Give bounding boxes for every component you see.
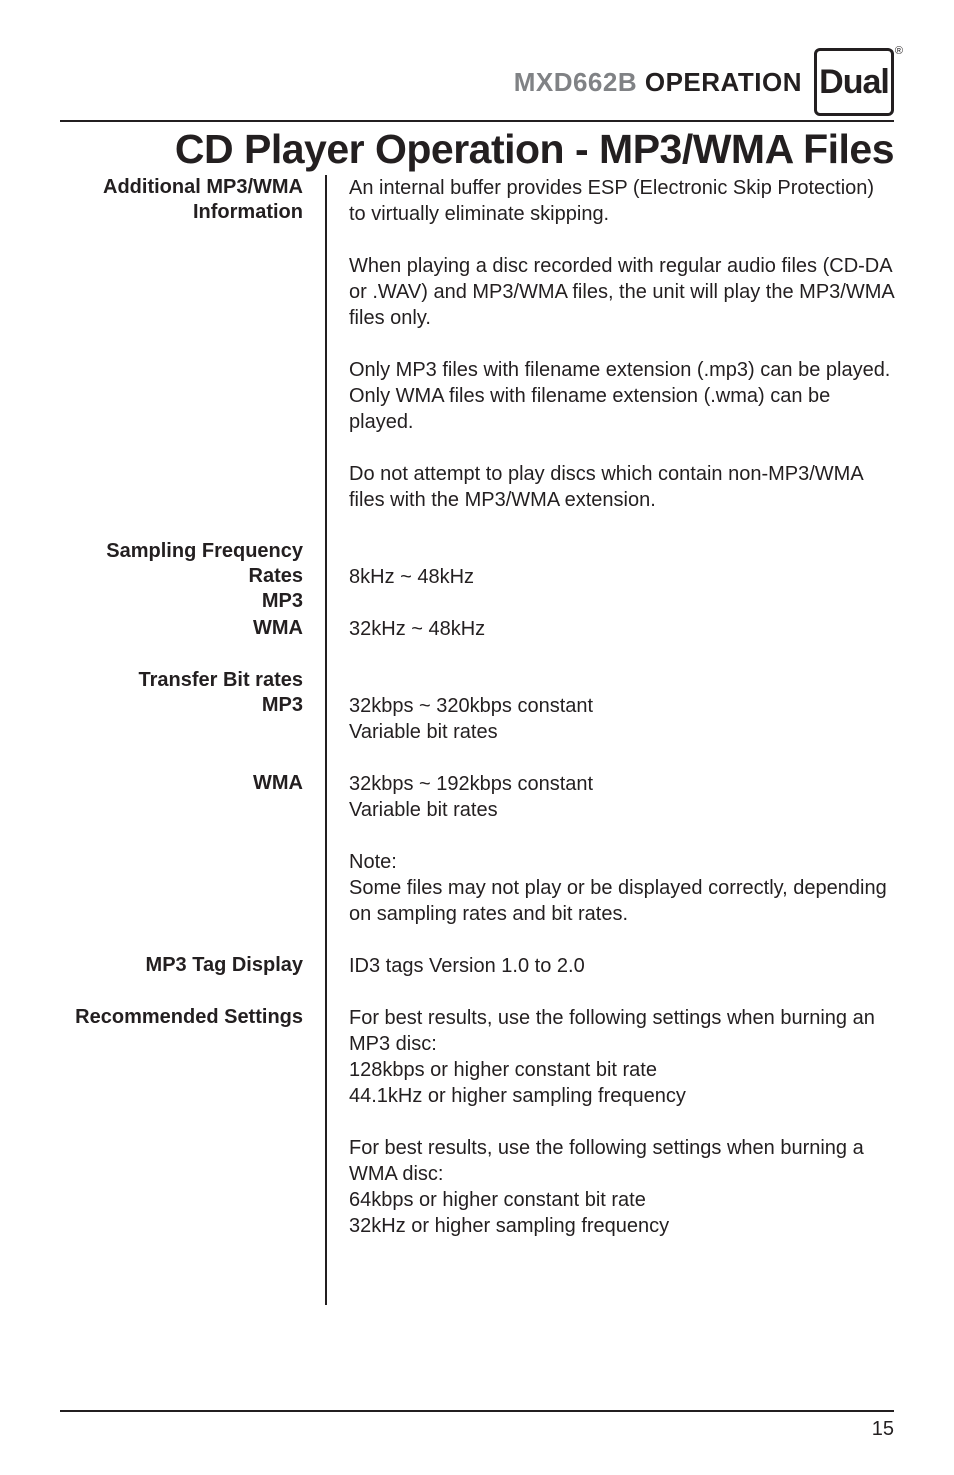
label-line: Transfer Bit rates <box>138 669 303 691</box>
label-line: WMA <box>253 617 303 639</box>
label-line: Sampling Frequency Rates <box>106 540 303 587</box>
label-line: MP3 <box>262 590 303 612</box>
section-label: MP3 Tag Display <box>60 953 325 1005</box>
page-number: 15 <box>60 1418 894 1441</box>
header: MXD662B OPERATION Dual ® <box>60 48 894 116</box>
section-body: 32kbps ~ 320kbps constant Variable bit r… <box>325 668 894 771</box>
section-body: ID3 tags Version 1.0 to 2.0 <box>325 953 894 1005</box>
section-label: Additional MP3/WMA Information <box>60 175 325 539</box>
operation-label: OPERATION <box>645 67 802 97</box>
paragraph: Note: Some files may not play or be disp… <box>349 849 894 927</box>
footer: 15 <box>60 1410 894 1441</box>
paragraph: ID3 tags Version 1.0 to 2.0 <box>349 953 894 979</box>
paragraph: For best results, use the following sett… <box>349 1005 894 1109</box>
brand-logo: Dual ® <box>814 48 894 116</box>
section-body: 8kHz ~ 48kHz <box>325 539 894 616</box>
label-line: Recommended Settings <box>75 1006 303 1028</box>
paragraph: Only MP3 files with filename extension (… <box>349 357 894 435</box>
section-label: WMA <box>60 616 325 668</box>
divider-bottom <box>60 1410 894 1412</box>
section-label: Recommended Settings <box>60 1005 325 1305</box>
section-label: Transfer Bit rates MP3 <box>60 668 325 771</box>
paragraph: 32kbps ~ 320kbps constant Variable bit r… <box>349 693 894 745</box>
label-line: Additional MP3/WMA <box>103 176 303 198</box>
content-grid: Additional MP3/WMA Information An intern… <box>60 175 894 1305</box>
section-body: An internal buffer provides ESP (Electro… <box>325 175 894 539</box>
label-line: MP3 <box>262 694 303 716</box>
paragraph: 32kHz ~ 48kHz <box>349 616 894 642</box>
label-line: Information <box>193 201 303 223</box>
section-body: 32kbps ~ 192kbps constant Variable bit r… <box>325 771 894 953</box>
section-body: 32kHz ~ 48kHz <box>325 616 894 668</box>
paragraph: 32kbps ~ 192kbps constant Variable bit r… <box>349 771 894 823</box>
section-body: For best results, use the following sett… <box>325 1005 894 1305</box>
paragraph: 8kHz ~ 48kHz <box>349 564 894 590</box>
paragraph: Do not attempt to play discs which conta… <box>349 461 894 513</box>
label-line: WMA <box>253 772 303 794</box>
product-line: MXD662B OPERATION <box>514 67 802 98</box>
label-line: MP3 Tag Display <box>146 954 303 976</box>
section-label: WMA <box>60 771 325 953</box>
paragraph: For best results, use the following sett… <box>349 1135 894 1239</box>
divider-top <box>60 120 894 122</box>
paragraph: An internal buffer provides ESP (Electro… <box>349 175 894 227</box>
paragraph: When playing a disc recorded with regula… <box>349 253 894 331</box>
section-label: Sampling Frequency Rates MP3 <box>60 539 325 616</box>
page-title: CD Player Operation - MP3/WMA Files <box>60 126 894 173</box>
register-mark-icon: ® <box>895 45 903 57</box>
brand-logo-text: Dual <box>819 63 889 102</box>
model-code: MXD662B <box>514 67 637 97</box>
